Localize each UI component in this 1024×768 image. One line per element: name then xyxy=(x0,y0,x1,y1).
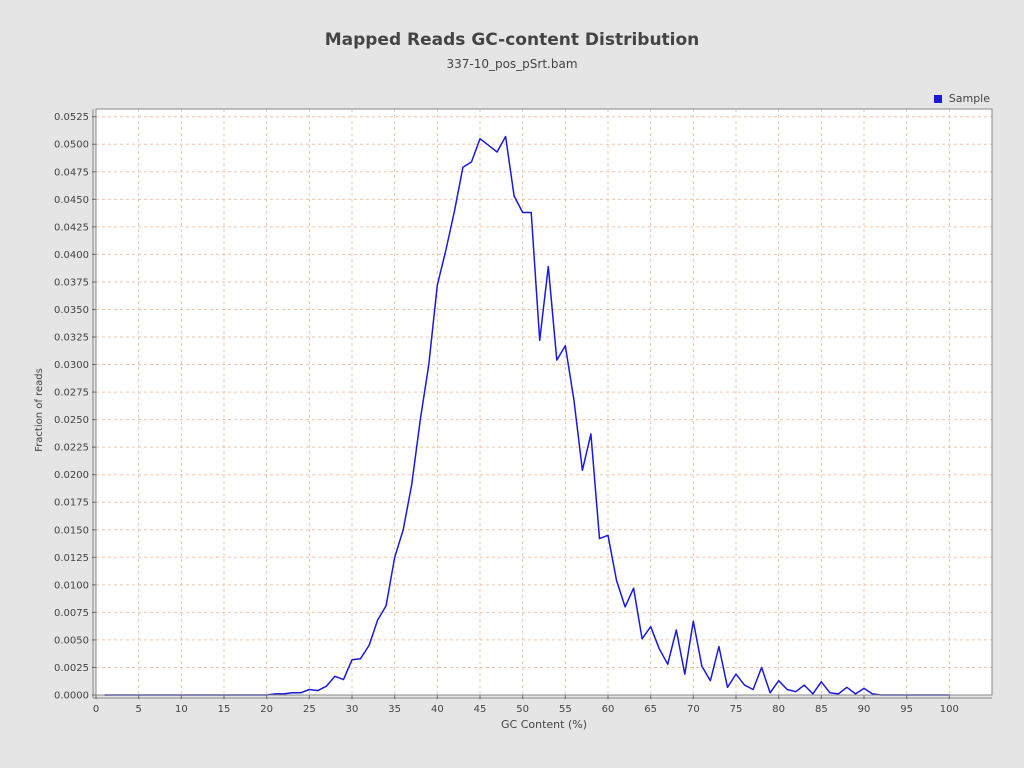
y-tick-label: 0.0175 xyxy=(54,498,89,509)
x-tick-label: 25 xyxy=(303,704,316,715)
y-tick-label: 0.0350 xyxy=(54,305,89,316)
y-tick-label: 0.0025 xyxy=(54,663,89,674)
y-tick-label: 0.0425 xyxy=(54,222,89,233)
x-tick-label: 60 xyxy=(602,704,615,715)
axes xyxy=(92,109,992,699)
x-tick-label: 30 xyxy=(346,704,359,715)
x-tick-label: 15 xyxy=(218,704,231,715)
x-tick-label: 40 xyxy=(431,704,444,715)
x-tick-label: 55 xyxy=(559,704,572,715)
y-tick-label: 0.0300 xyxy=(54,360,89,371)
y-tick-label: 0.0375 xyxy=(54,277,89,288)
x-tick-label: 75 xyxy=(730,704,743,715)
legend: Sample xyxy=(933,92,990,105)
x-tick-label: 70 xyxy=(687,704,700,715)
x-tick-label: 90 xyxy=(858,704,871,715)
x-tick-label: 65 xyxy=(644,704,657,715)
y-tick-label: 0.0225 xyxy=(54,443,89,454)
x-axis-ticks: 0 5 10 15 20 25 30 35 40 45 50 55 60 65 70 75 80 85 90 95 10… xyxy=(93,695,959,715)
plot-area xyxy=(96,109,992,695)
x-tick-label: 80 xyxy=(772,704,785,715)
x-tick-label: 10 xyxy=(175,704,188,715)
y-axis-ticks: 0.0000 0.0025 0.0050 0.0075 0.0100 0.0125 0.01… xyxy=(54,112,96,702)
x-tick-label: 95 xyxy=(900,704,913,715)
y-tick-label: 0.0400 xyxy=(54,250,89,261)
y-tick-label: 0.0200 xyxy=(54,470,89,481)
x-tick-label: 35 xyxy=(388,704,401,715)
y-tick-label: 0.0150 xyxy=(54,525,89,536)
x-tick-label: 50 xyxy=(516,704,529,715)
x-tick-label: 0 xyxy=(93,704,99,715)
y-tick-label: 0.0250 xyxy=(54,415,89,426)
chart-subtitle: 337-10_pos_pSrt.bam xyxy=(446,57,578,71)
y-tick-label: 0.0050 xyxy=(54,635,89,646)
y-axis-label: Fraction of reads xyxy=(34,368,45,452)
y-tick-label: 0.0525 xyxy=(54,112,89,123)
x-axis-label: GC Content (%) xyxy=(501,718,587,731)
y-tick-label: 0.0000 xyxy=(54,691,89,702)
y-tick-label: 0.0275 xyxy=(54,388,89,399)
chart-title: Mapped Reads GC-content Distribution xyxy=(324,30,700,50)
plot-border xyxy=(95,108,993,696)
grid xyxy=(96,109,992,695)
y-tick-label: 0.0075 xyxy=(54,608,89,619)
y-tick-label: 0.0450 xyxy=(54,195,89,206)
x-tick-label: 85 xyxy=(815,704,828,715)
y-tick-label: 0.0325 xyxy=(54,333,89,344)
x-tick-label: 100 xyxy=(940,704,959,715)
y-tick-label: 0.0125 xyxy=(54,553,89,564)
x-tick-label: 20 xyxy=(260,704,273,715)
y-tick-label: 0.0100 xyxy=(54,580,89,591)
y-tick-label: 0.0475 xyxy=(54,167,89,178)
x-tick-label: 5 xyxy=(135,704,141,715)
legend-swatch xyxy=(933,94,942,103)
y-tick-label: 0.0500 xyxy=(54,140,89,151)
legend-label: Sample xyxy=(948,92,990,105)
x-tick-label: 45 xyxy=(474,704,487,715)
